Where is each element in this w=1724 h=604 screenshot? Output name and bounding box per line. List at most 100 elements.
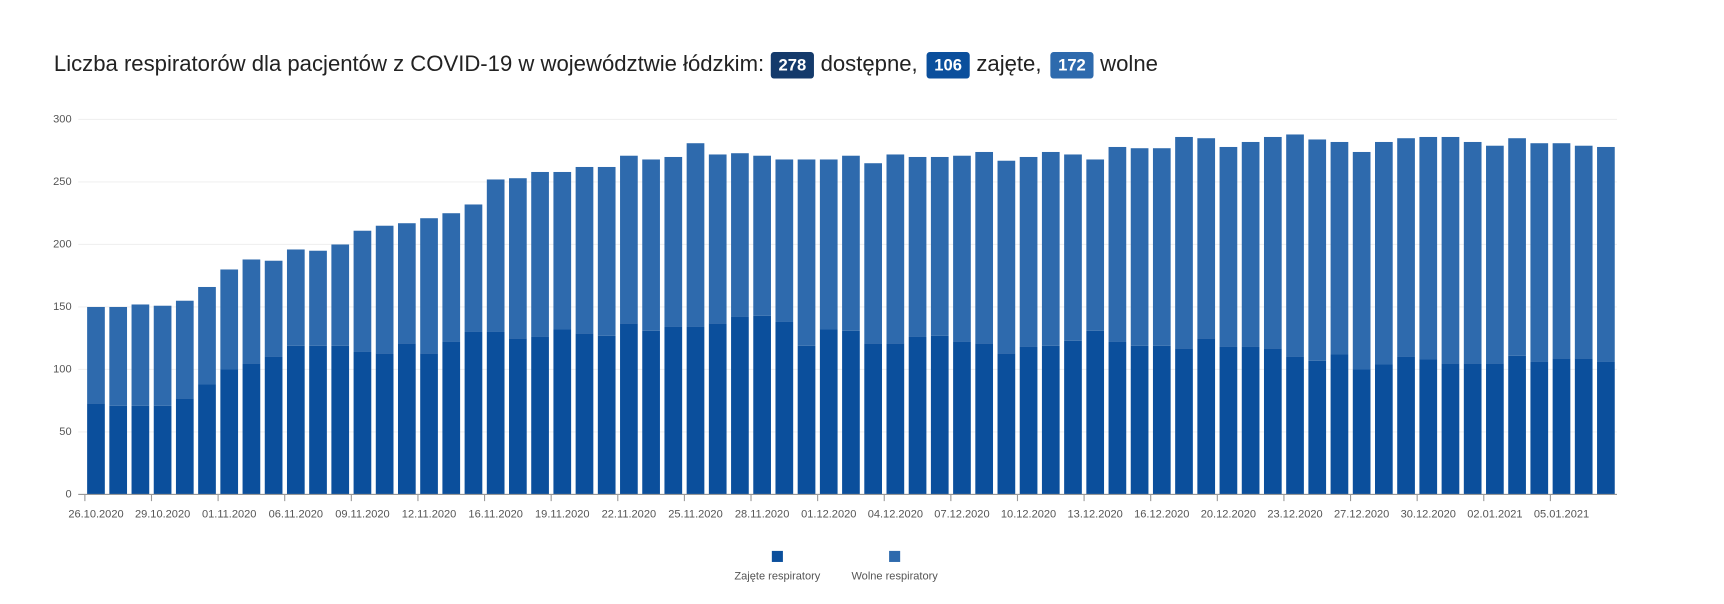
bar-segment bbox=[1019, 346, 1038, 495]
bar-segment bbox=[486, 331, 505, 495]
bar-segment bbox=[1152, 148, 1171, 346]
bar-segment bbox=[1419, 359, 1438, 495]
bar-segment bbox=[775, 321, 794, 495]
bar-segment bbox=[642, 159, 660, 331]
bar-segment bbox=[864, 163, 882, 344]
bar-segment bbox=[731, 316, 749, 495]
bar-segment bbox=[1419, 136, 1438, 360]
legend-label: Wolne respiratory bbox=[851, 570, 938, 582]
y-tick-label: 250 bbox=[53, 176, 71, 188]
bar-segment bbox=[1286, 134, 1304, 357]
bar-segment bbox=[642, 330, 660, 495]
bar-segment bbox=[1308, 360, 1327, 495]
bar-segment bbox=[153, 305, 172, 406]
bar-segment bbox=[1197, 338, 1216, 495]
bar-segment bbox=[1041, 345, 1060, 495]
bar-segment bbox=[1263, 348, 1282, 495]
bar-segment bbox=[264, 260, 283, 357]
legend-swatch bbox=[889, 550, 901, 562]
bar-segment bbox=[264, 356, 283, 495]
badge-value: 106 bbox=[934, 56, 962, 75]
bar-segment bbox=[442, 213, 461, 342]
bar-segment bbox=[353, 230, 372, 352]
bar-segment bbox=[597, 166, 616, 336]
bar-segment bbox=[686, 326, 705, 495]
x-tick-label: 01.11.2020 bbox=[202, 508, 256, 520]
bar-segment bbox=[575, 333, 594, 495]
x-tick-label: 25.11.2020 bbox=[668, 508, 722, 520]
x-tick-label: 04.12.2020 bbox=[868, 508, 923, 520]
bar-segment bbox=[953, 341, 971, 495]
bar-segment bbox=[242, 363, 261, 495]
bar-segment bbox=[708, 154, 727, 324]
y-tick-label: 50 bbox=[59, 426, 71, 438]
bar-segment bbox=[486, 179, 505, 332]
x-tick-label: 19.11.2020 bbox=[535, 508, 589, 520]
x-tick-label: 23.12.2020 bbox=[1267, 508, 1322, 520]
bar-segment bbox=[1108, 341, 1127, 495]
bar-segment bbox=[575, 166, 594, 334]
bar-segment bbox=[464, 204, 483, 332]
x-tick-label: 30.12.2020 bbox=[1401, 508, 1456, 520]
bar-segment bbox=[1486, 363, 1504, 495]
x-tick-label: 01.12.2020 bbox=[801, 508, 856, 520]
bar-segment bbox=[1130, 148, 1149, 346]
x-tick-label: 28.11.2020 bbox=[735, 508, 789, 520]
bar-segment bbox=[331, 345, 350, 495]
bar-segment bbox=[1352, 369, 1371, 495]
bar-segment bbox=[1597, 361, 1615, 495]
bar-segment bbox=[286, 345, 305, 495]
bar-segment bbox=[1308, 139, 1327, 361]
bar-segment bbox=[975, 151, 994, 344]
bar-segment bbox=[1574, 145, 1593, 359]
x-tick-label: 22.11.2020 bbox=[602, 508, 656, 520]
bar-segment bbox=[1241, 141, 1260, 347]
bar-segment bbox=[1330, 141, 1349, 355]
bar-segment bbox=[1375, 141, 1393, 365]
bar-segment bbox=[1375, 364, 1393, 495]
bar-segment bbox=[442, 341, 461, 495]
y-tick-label: 0 bbox=[65, 488, 71, 500]
bar-segment bbox=[153, 405, 172, 495]
x-tick-label: 09.11.2020 bbox=[335, 508, 389, 520]
bar-segment bbox=[819, 329, 838, 495]
bar-segment bbox=[531, 171, 549, 337]
bar-segment bbox=[1486, 145, 1504, 364]
bar-segment bbox=[1508, 355, 1526, 495]
bar-segment bbox=[1397, 138, 1415, 357]
y-tick-label: 150 bbox=[53, 301, 71, 313]
bar-segment bbox=[1552, 358, 1571, 495]
bar-segment bbox=[1108, 146, 1127, 342]
bar-segment bbox=[286, 249, 305, 346]
bar-segment bbox=[509, 338, 527, 495]
bar-segment bbox=[553, 171, 572, 330]
bar-segment bbox=[1530, 361, 1549, 495]
badge-value: 278 bbox=[779, 56, 807, 75]
bar-segment bbox=[953, 155, 971, 342]
bar-segment bbox=[620, 155, 638, 324]
y-tick-label: 300 bbox=[53, 113, 71, 125]
x-tick-label: 20.12.2020 bbox=[1201, 508, 1256, 520]
bar-segment bbox=[198, 286, 216, 385]
bar-segment bbox=[1530, 143, 1549, 362]
summary-label: wolne bbox=[1099, 51, 1158, 76]
bar-segment bbox=[397, 343, 416, 495]
bar-segment bbox=[109, 405, 128, 495]
bar-segment bbox=[175, 300, 194, 399]
x-tick-label: 06.11.2020 bbox=[269, 508, 323, 520]
x-tick-label: 27.12.2020 bbox=[1334, 508, 1389, 520]
bar-segment bbox=[353, 351, 372, 495]
bar-segment bbox=[1352, 151, 1371, 370]
bar-segment bbox=[731, 153, 749, 317]
bar-segment bbox=[531, 336, 549, 495]
bar-segment bbox=[109, 306, 128, 406]
bar-segment bbox=[242, 259, 261, 364]
x-tick-label: 12.11.2020 bbox=[402, 508, 456, 520]
x-tick-label: 26.10.2020 bbox=[68, 508, 123, 520]
bar-segment bbox=[1041, 151, 1060, 346]
bar-segment bbox=[753, 315, 771, 495]
bar-segment bbox=[1508, 138, 1526, 356]
x-tick-label: 13.12.2020 bbox=[1068, 508, 1123, 520]
bar-segment bbox=[819, 159, 838, 330]
bar-segment bbox=[1175, 348, 1193, 495]
